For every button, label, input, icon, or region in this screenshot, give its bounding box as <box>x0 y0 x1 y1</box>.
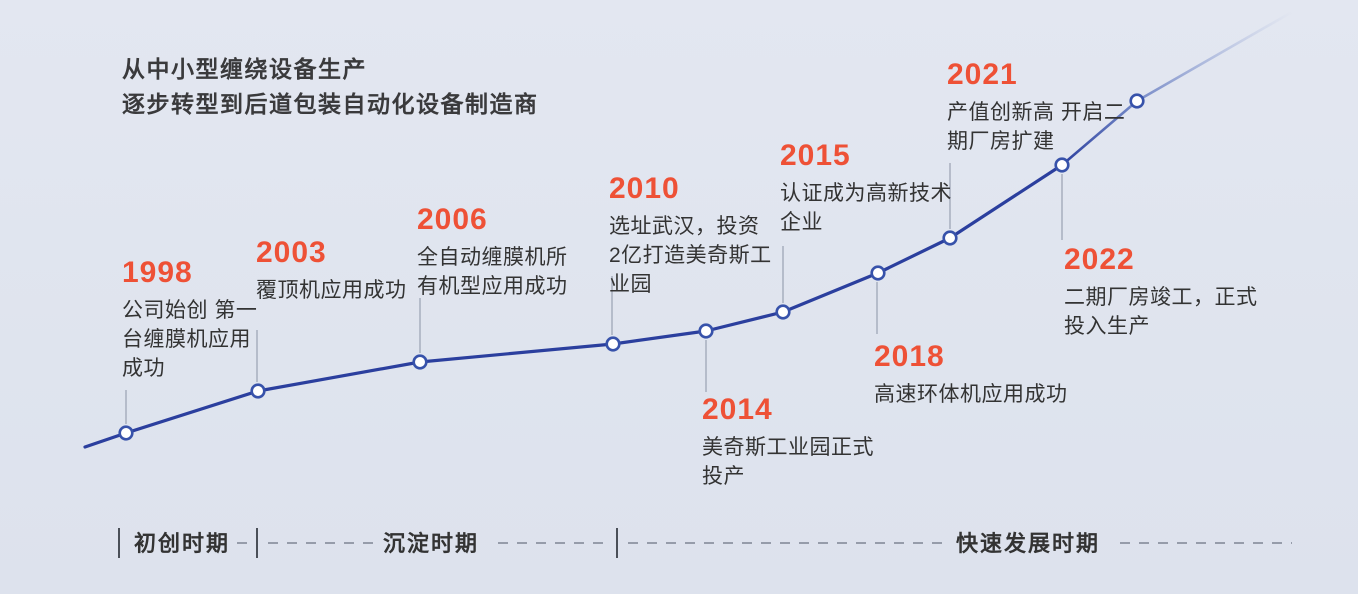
milestone-desc: 产值创新高 开启二 期厂房扩建 <box>947 101 1126 153</box>
milestone-year: 2015 <box>780 139 851 172</box>
milestone-desc: 美奇斯工业园正式 投产 <box>702 436 874 488</box>
phase-dash-segment <box>498 542 604 544</box>
milestone-2021: 2021 产值创新高 开启二 期厂房扩建 <box>947 58 1125 156</box>
milestone-year: 2018 <box>874 340 945 373</box>
milestone-1998: 1998 公司始创 第一 台缠膜机应用 成功 <box>122 256 257 383</box>
phase-label-founding: 初创时期 <box>134 531 231 556</box>
curve-dot <box>775 304 791 320</box>
curve-dot <box>698 323 714 339</box>
phase-dash-segment <box>628 542 942 544</box>
phase-dash-segment <box>237 542 251 544</box>
milestone-year: 2021 <box>947 58 1018 91</box>
milestone-2015: 2015 认证成为高新技术 企业 <box>780 139 952 237</box>
milestone-desc: 高速环体机应用成功 <box>874 383 1068 406</box>
curve-dot <box>250 383 266 399</box>
milestone-desc: 选址武汉，投资 2亿打造美奇斯工 业园 <box>609 215 772 296</box>
milestone-2014: 2014 美奇斯工业园正式 投产 <box>702 393 874 491</box>
curve-dot <box>870 265 886 281</box>
curve-dot <box>1054 157 1070 173</box>
curve-dot <box>118 425 134 441</box>
phase-label-consolidation: 沉淀时期 <box>383 531 480 556</box>
milestone-year: 2006 <box>417 203 488 236</box>
milestone-year: 2010 <box>609 172 680 205</box>
milestone-year: 2014 <box>702 393 773 426</box>
intro-text: 从中小型缠绕设备生产 逐步转型到后道包装自动化设备制造商 <box>122 52 539 122</box>
curve-dot <box>942 230 958 246</box>
milestone-2010: 2010 选址武汉，投资 2亿打造美奇斯工 业园 <box>609 172 772 299</box>
milestone-desc: 覆顶机应用成功 <box>256 279 407 302</box>
phase-tick-1 <box>118 528 120 558</box>
milestone-dots <box>118 93 1145 441</box>
milestone-stems <box>125 163 1063 424</box>
phase-tick-3 <box>616 528 618 558</box>
curve-dot <box>1129 93 1145 109</box>
curve-dot <box>412 354 428 370</box>
milestone-desc: 公司始创 第一 台缠膜机应用 成功 <box>122 299 258 380</box>
milestone-2003: 2003 覆顶机应用成功 <box>256 236 407 305</box>
milestone-desc: 认证成为高新技术 企业 <box>780 182 952 234</box>
intro-line-1: 从中小型缠绕设备生产 <box>122 56 367 82</box>
curve-main-line <box>83 163 1064 449</box>
milestone-2022: 2022 二期厂房竣工，正式 投入生产 <box>1064 243 1258 341</box>
phase-tick-2 <box>256 528 258 558</box>
milestone-desc: 二期厂房竣工，正式 投入生产 <box>1064 286 1258 338</box>
intro-line-2: 逐步转型到后道包装自动化设备制造商 <box>122 91 539 117</box>
milestone-2018: 2018 高速环体机应用成功 <box>874 340 1068 409</box>
milestone-year: 2022 <box>1064 243 1135 276</box>
milestone-2006: 2006 全自动缠膜机所 有机型应用成功 <box>417 203 568 301</box>
phase-dash-segment <box>268 542 380 544</box>
milestone-year: 1998 <box>122 256 193 289</box>
curve-dot <box>605 336 621 352</box>
milestone-year: 2003 <box>256 236 327 269</box>
milestone-desc: 全自动缠膜机所 有机型应用成功 <box>417 246 568 298</box>
phase-dash-segment <box>1120 542 1292 544</box>
phase-label-rapid-growth: 快速发展时期 <box>956 531 1101 556</box>
